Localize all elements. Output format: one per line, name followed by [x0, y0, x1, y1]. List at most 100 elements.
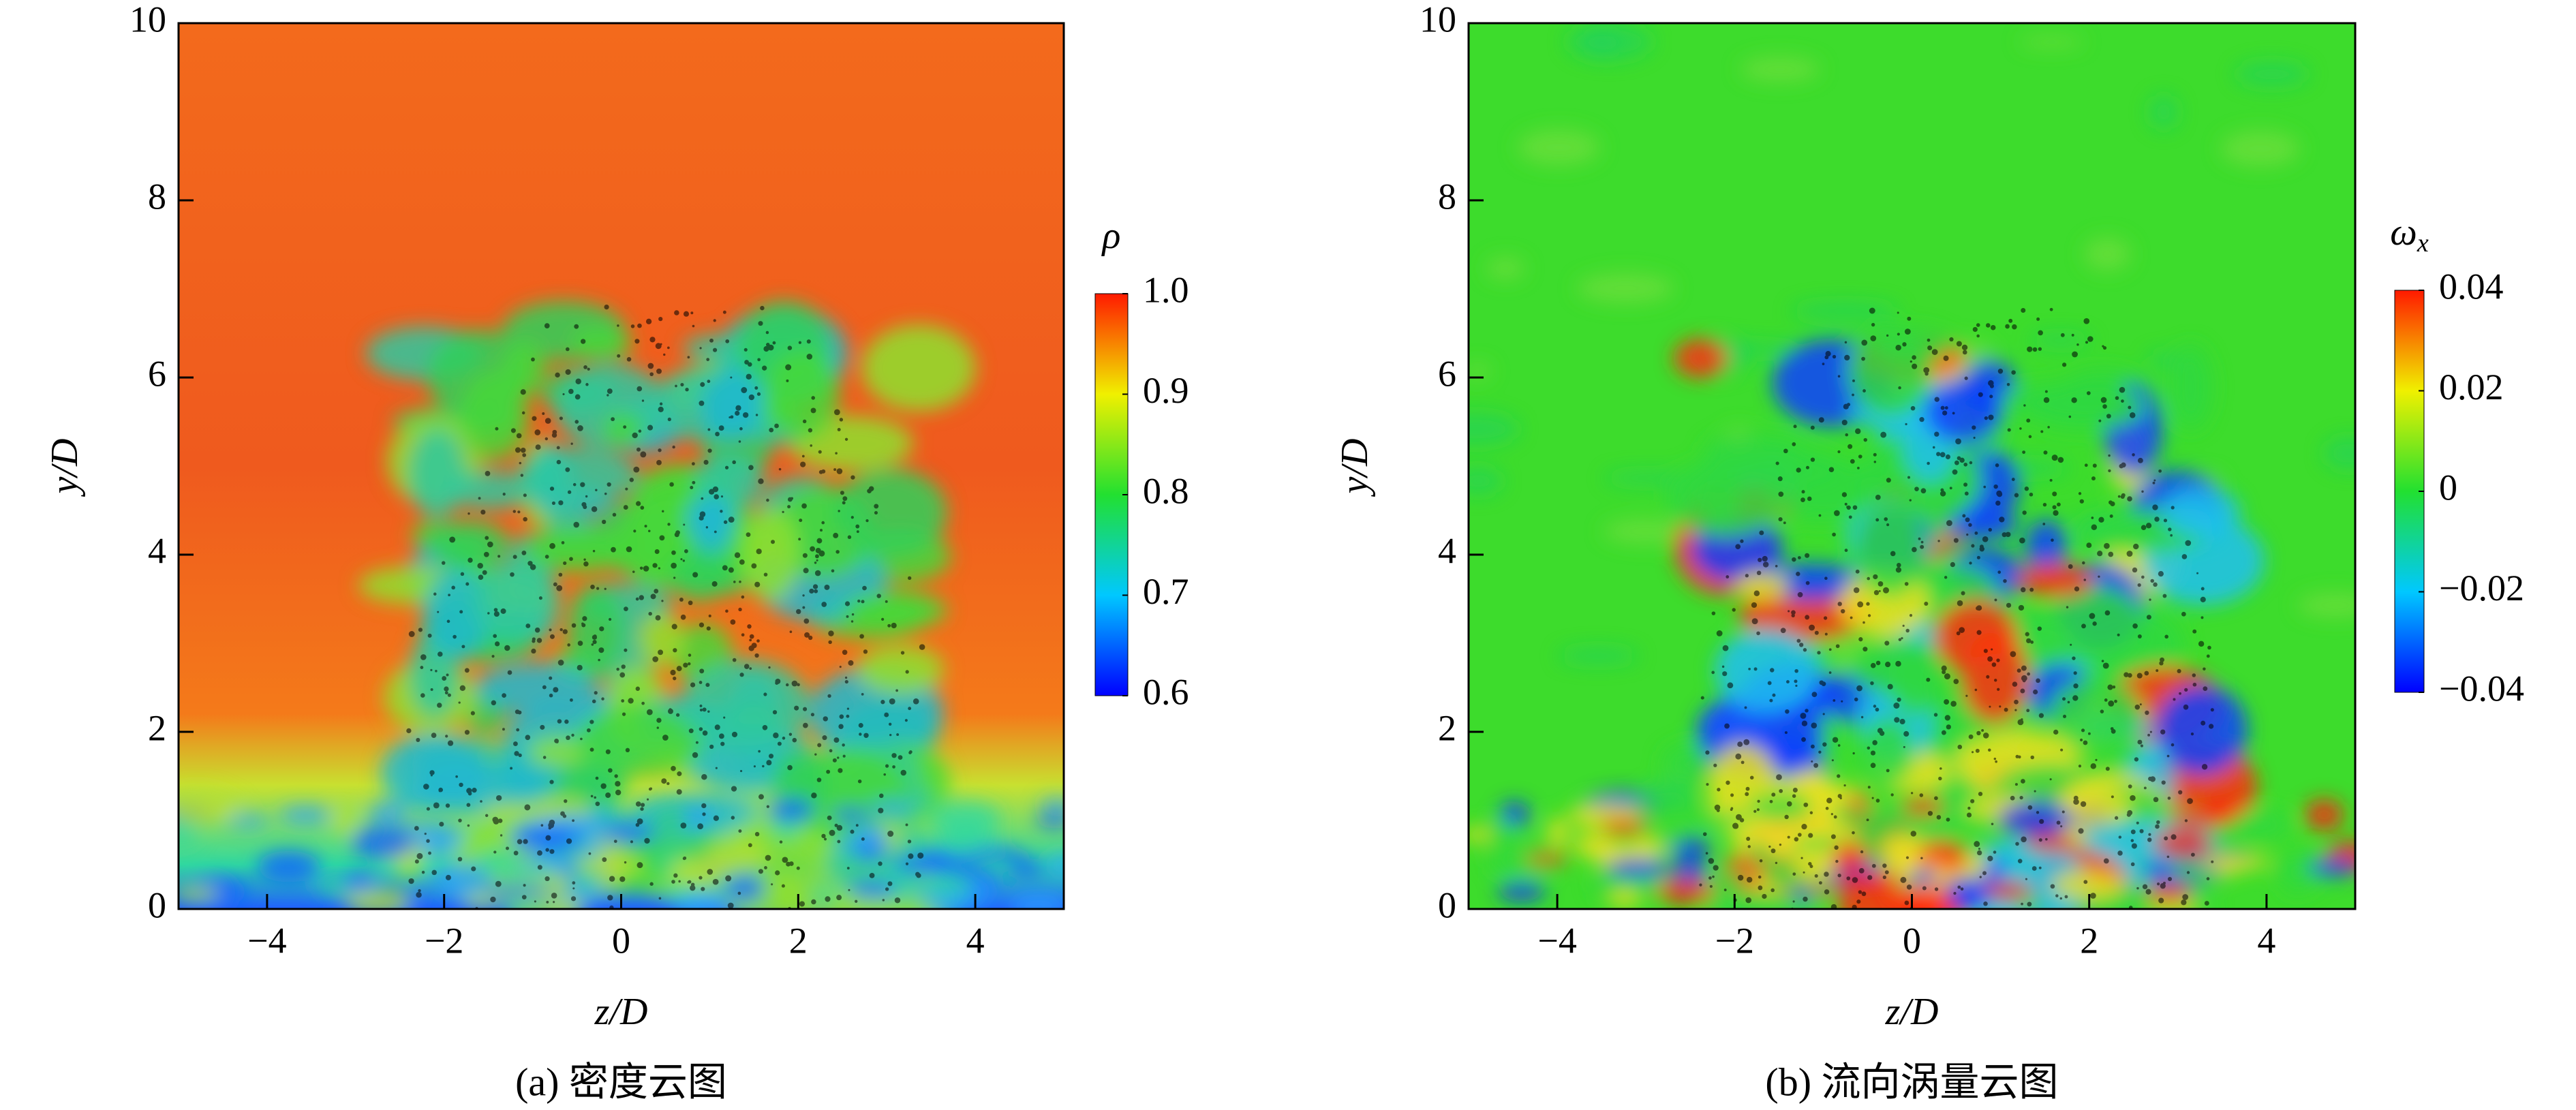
speckle — [907, 839, 912, 844]
field-blob — [1715, 628, 1819, 713]
speckle — [714, 494, 719, 499]
speckle — [632, 570, 635, 573]
speckle — [540, 824, 544, 827]
speckle — [592, 640, 597, 645]
speckle — [523, 839, 528, 844]
speckle — [831, 569, 835, 573]
speckle — [749, 667, 752, 670]
speckle — [2137, 583, 2141, 587]
y-tick-label: 6 — [148, 353, 166, 394]
speckle — [1772, 693, 1776, 697]
speckle — [1904, 900, 1910, 906]
speckle — [491, 655, 495, 658]
speckle — [2027, 901, 2032, 907]
field-bottom — [179, 789, 232, 823]
speckle — [2051, 454, 2058, 461]
speckle — [1778, 517, 1783, 522]
speckle — [1896, 563, 1901, 568]
field-bottom — [1790, 835, 1849, 852]
speckle — [1869, 307, 1875, 314]
speckle — [1957, 744, 1963, 750]
speckle — [2127, 496, 2132, 502]
speckle — [908, 751, 912, 754]
speckle — [418, 889, 421, 893]
x-tick-label: −2 — [425, 920, 463, 961]
speckle — [2030, 755, 2035, 760]
speckle — [787, 765, 793, 771]
speckle — [722, 310, 726, 314]
speckle — [465, 582, 470, 586]
speckle — [1870, 750, 1876, 756]
field-swirl — [1469, 413, 1519, 446]
speckle — [1809, 624, 1815, 631]
field-bottom — [1998, 801, 2073, 837]
speckle — [429, 770, 435, 775]
speckle — [1845, 433, 1849, 437]
speckle — [2163, 519, 2168, 523]
speckle — [1940, 488, 1944, 492]
speckle — [1805, 553, 1810, 558]
speckle — [1805, 709, 1809, 713]
speckle — [905, 670, 909, 674]
speckle — [850, 516, 854, 519]
speckle — [671, 766, 676, 771]
speckle — [806, 339, 811, 344]
speckle — [1952, 412, 1955, 415]
speckle — [667, 523, 671, 526]
speckle — [1933, 713, 1938, 717]
speckle — [656, 726, 659, 729]
speckle — [2137, 739, 2143, 745]
speckle — [641, 399, 645, 402]
speckle — [791, 680, 798, 687]
speckle — [600, 783, 607, 789]
speckle — [1818, 417, 1824, 423]
speckle — [1814, 874, 1818, 878]
speckle — [731, 786, 737, 792]
speckle — [810, 407, 816, 414]
speckle — [2014, 783, 2018, 786]
speckle — [423, 784, 429, 790]
speckle — [1976, 850, 1982, 856]
speckle — [1970, 799, 1975, 803]
colorbar-tick-label: −0.04 — [2439, 668, 2524, 709]
speckle — [467, 512, 470, 515]
speckle — [669, 482, 674, 487]
speckle — [525, 735, 531, 741]
speckle — [2042, 523, 2046, 525]
speckle — [730, 415, 734, 419]
speckle — [493, 634, 497, 638]
x-tick-label: 4 — [2257, 920, 2275, 961]
speckle — [1991, 662, 1997, 667]
speckle — [1771, 792, 1776, 797]
speckle — [1800, 713, 1807, 719]
field-bottom — [500, 871, 555, 884]
speckle — [523, 493, 527, 497]
speckle — [502, 493, 506, 496]
speckle — [554, 738, 559, 743]
speckle — [874, 510, 878, 515]
field-bottom — [1651, 833, 1686, 846]
speckle — [1886, 478, 1891, 483]
speckle — [572, 482, 577, 487]
speckle — [1862, 389, 1866, 392]
speckle — [821, 833, 826, 839]
speckle — [1795, 684, 1798, 688]
speckle — [2203, 686, 2208, 691]
speckle — [426, 807, 430, 811]
speckle — [1902, 342, 1907, 347]
speckle — [763, 692, 767, 696]
speckle — [433, 592, 437, 596]
speckle — [803, 618, 810, 624]
speckle — [507, 670, 512, 675]
speckle — [444, 691, 448, 695]
speckle — [1708, 876, 1712, 880]
speckle — [798, 341, 802, 344]
speckle — [861, 600, 865, 604]
speckle — [549, 780, 554, 784]
speckle — [1721, 665, 1725, 668]
speckle — [723, 520, 728, 524]
speckle — [1839, 797, 1842, 800]
speckle — [504, 645, 510, 651]
speckle — [583, 558, 586, 561]
field-swirl — [1576, 273, 1674, 304]
